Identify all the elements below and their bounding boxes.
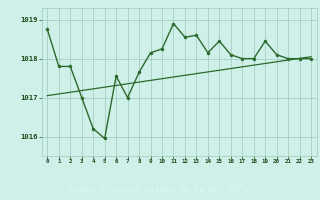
Text: Graphe pression niveau de la mer (hPa): Graphe pression niveau de la mer (hPa) [68,185,252,194]
